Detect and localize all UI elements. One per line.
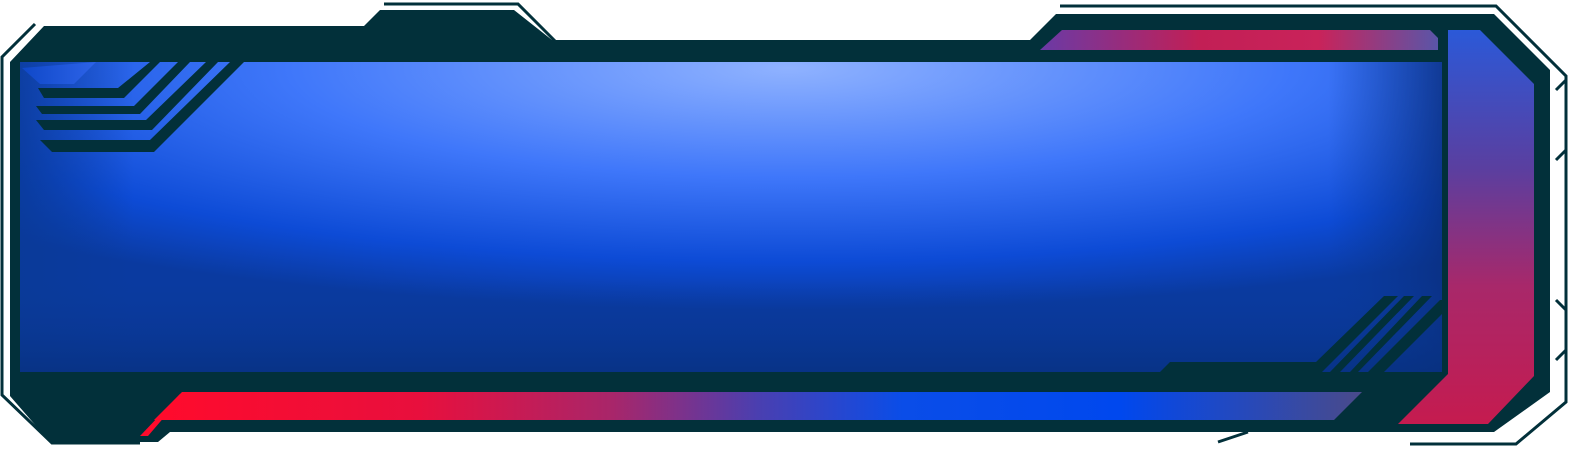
stripe-1 [38,62,160,98]
bottom-right-small-line [1217,430,1249,444]
stripe-2 [36,62,190,114]
bottom-accent-bar-tip [140,394,184,436]
stripe-3 [36,62,218,130]
bottom-accent-bar [154,392,1362,420]
bottom-right-stripes [1160,296,1442,372]
stripe-4 [40,62,244,152]
right-outer-frame-line [1060,4,1568,446]
top-left-accent-line [384,2,558,44]
outer-left-frame-line [0,22,140,445]
right-accent-pillar [1398,30,1534,424]
top-left-stripes [22,62,244,152]
panel-edge-shade-bottom [20,62,1442,372]
right-outer-notch-line [1554,78,1568,362]
top-right-accent-bar [1040,30,1438,50]
